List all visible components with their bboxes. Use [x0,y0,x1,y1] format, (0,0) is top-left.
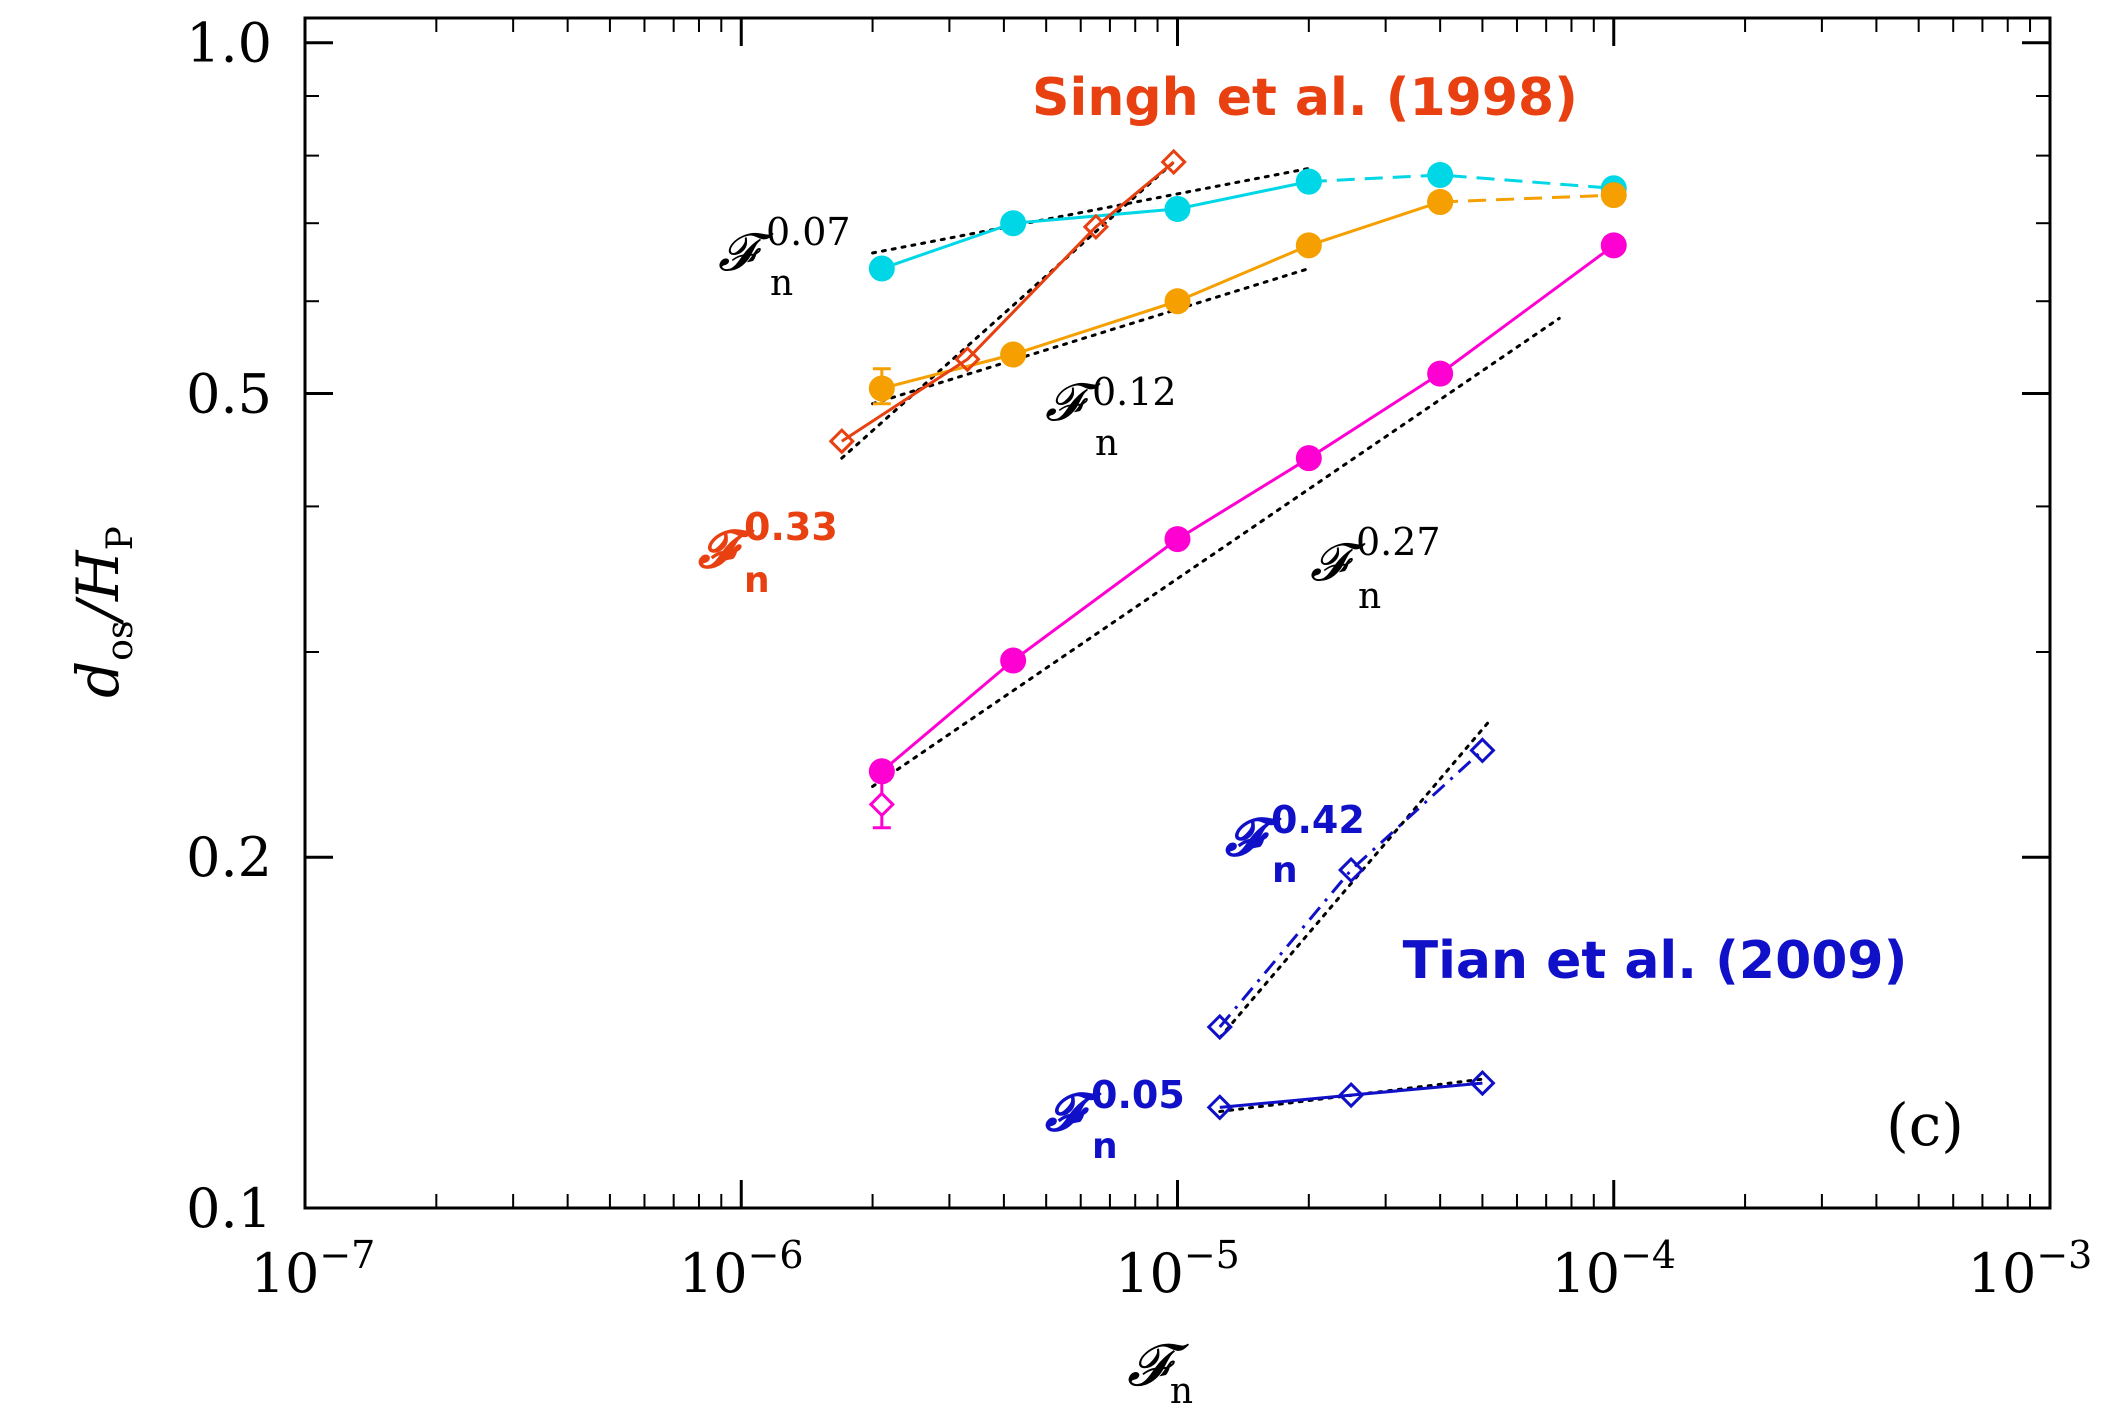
data-point [1206,1013,1233,1041]
data-point [1164,526,1191,553]
label-tian: Tian et al. (2009) [1403,931,1908,991]
panel-label: (c) [1886,1091,1964,1159]
data-point [1600,232,1627,259]
data-point [1164,195,1191,222]
data-point [1295,168,1322,195]
major-ticks [303,18,2052,1210]
series-line-7 [1219,1081,1483,1109]
x-tick-label: 10−7 [251,1233,376,1305]
data-point [868,791,895,818]
data-point [1164,288,1191,315]
y-tick-label: 1.0 [186,12,272,75]
data-point [1000,341,1027,368]
power-label-0.33: 𝓕n0.33 [697,505,838,601]
y-tick-label: 0.2 [186,826,272,889]
series-line-1 [1308,173,1614,190]
series-line-4 [880,244,1615,773]
data-point [1337,856,1365,884]
fit-line-fit-0.12 [871,267,1311,406]
series-line-0 [881,180,1310,271]
x-tick-label: 10−4 [1551,1233,1676,1305]
y-axis-title: dos/HP [64,526,141,698]
data-point [1469,737,1496,764]
data-point [868,758,895,785]
data-point [828,428,855,455]
data-point [1427,161,1454,188]
data-point [1000,210,1027,237]
y-tick-labels: 1.0 0.5 0.2 0.1 [186,12,272,1240]
series-line-3 [1440,193,1614,204]
data-point [1000,647,1027,674]
y-tick-label: 0.5 [186,362,272,425]
power-label-0.07: 𝓕n0.07 [718,210,851,304]
data-point [1427,360,1454,387]
data-point [1295,232,1322,259]
power-label-0.27: 𝓕n0.27 [1310,520,1441,617]
data-point [1160,148,1187,176]
data-point [1337,1081,1365,1109]
series-line-6 [1218,749,1484,1028]
data-point [1600,182,1627,209]
x-tick-labels: 10−7 10−6 10−5 10−4 10−3 [251,1233,2093,1305]
power-label-0.42: 𝓕n0.42 [1224,798,1365,891]
data-point [1082,213,1110,240]
markers [828,148,1627,1121]
data-point [1469,1069,1496,1097]
data-point [1206,1094,1233,1121]
x-tick-label: 10−6 [679,1233,804,1305]
fit-line-fit-0.07 [871,166,1311,255]
fit-line-fit-0.42 [1218,719,1492,1040]
label-singh: Singh et al. (1998) [1032,68,1578,128]
x-tick-label: 10−3 [1968,1233,2093,1305]
data-point [868,255,895,282]
data-point [1295,445,1322,472]
power-label-0.05: 𝓕n0.05 [1044,1073,1185,1167]
data-point [954,346,981,373]
series-line-5 [840,160,1175,443]
x-tick-label: 10−5 [1115,1233,1240,1305]
y-tick-label: 0.1 [186,1177,272,1240]
power-label-0.12: 𝓕n0.12 [1045,370,1177,464]
data-point [1427,188,1454,215]
fit-line-fit-0.27 [871,316,1561,788]
x-axis-title: 𝓕n [1127,1331,1193,1412]
